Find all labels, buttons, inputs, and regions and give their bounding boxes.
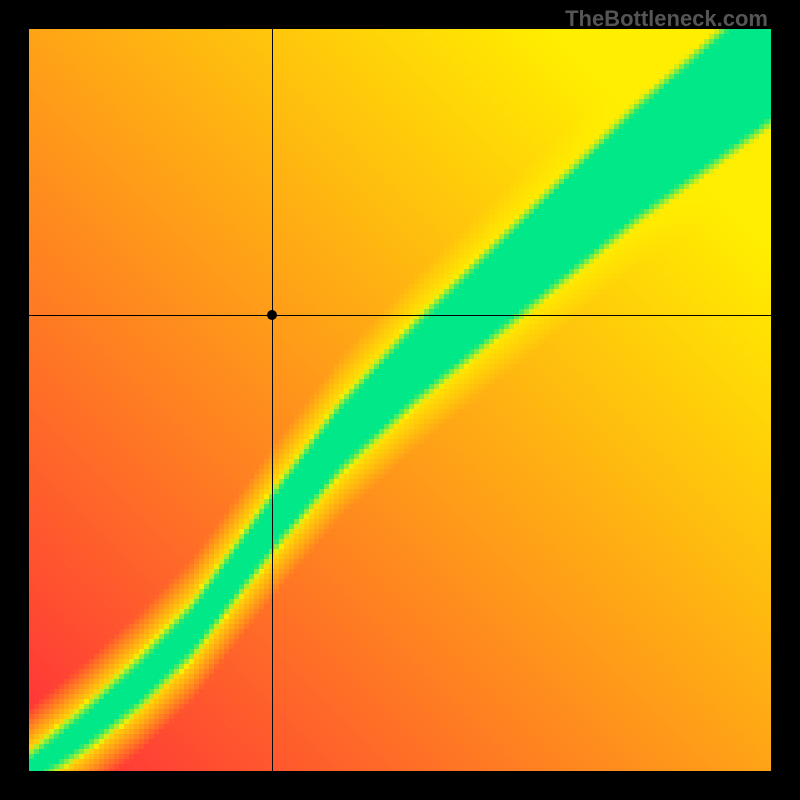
heatmap-canvas — [29, 29, 771, 771]
crosshair-vertical — [272, 29, 273, 771]
marker-point — [267, 310, 277, 320]
watermark-text: TheBottleneck.com — [565, 6, 768, 32]
chart-container: TheBottleneck.com — [0, 0, 800, 800]
heatmap-plot — [29, 29, 771, 771]
crosshair-horizontal — [29, 315, 771, 316]
